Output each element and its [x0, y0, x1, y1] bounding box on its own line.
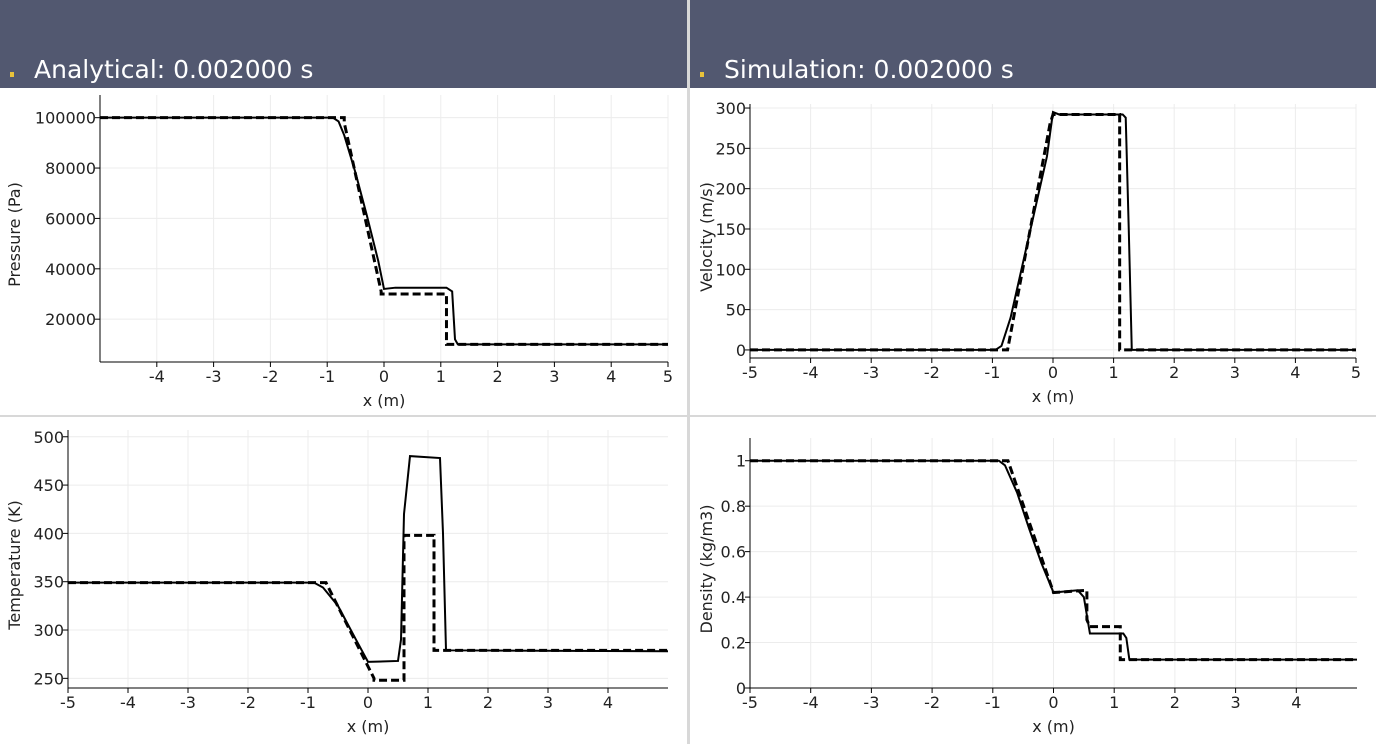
x-tick-label: -5 [742, 693, 758, 712]
y-tick-label: 0.2 [721, 634, 746, 653]
y-tick-label: 500 [33, 428, 64, 447]
x-tick-label: -1 [300, 693, 316, 712]
x-tick-label: 4 [603, 693, 613, 712]
x-tick-label: 2 [1170, 693, 1180, 712]
x-tick-label: 3 [1231, 693, 1241, 712]
view-title: Simulation: 0.002000 s [724, 55, 1014, 84]
view-icon [10, 72, 14, 77]
x-tick-label: -2 [262, 367, 278, 386]
y-axis-label: Density (kg/m3) [697, 505, 716, 634]
y-tick-label: 250 [715, 139, 746, 158]
divider [687, 0, 690, 744]
x-tick-label: -1 [985, 693, 1001, 712]
y-tick-label: 200 [715, 180, 746, 199]
data-line [68, 455, 669, 663]
y-tick-label: 0.8 [721, 497, 746, 516]
y-tick-label: 100 [715, 260, 746, 279]
x-tick-label: -3 [863, 363, 879, 382]
x-tick-label: -1 [984, 363, 1000, 382]
x-tick-label: -3 [863, 693, 879, 712]
x-tick-label: 3 [1230, 363, 1240, 382]
data-line [750, 112, 1356, 352]
x-tick-label: 1 [1109, 693, 1119, 712]
view-title: Analytical: 0.002000 s [34, 55, 314, 84]
x-axis-label: x (m) [347, 717, 390, 736]
y-tick-label: 20000 [45, 310, 96, 329]
x-tick-label: 1 [1109, 363, 1119, 382]
x-tick-label: 5 [663, 367, 673, 386]
y-axis-label: Velocity (m/s) [697, 182, 716, 292]
x-tick-label: 4 [1291, 693, 1301, 712]
y-tick-label: 250 [33, 669, 64, 688]
y-tick-label: 60000 [45, 209, 96, 228]
y-tick-label: 0 [736, 341, 746, 360]
y-tick-label: 0.4 [721, 588, 746, 607]
y-axis-label: Pressure (Pa) [5, 182, 24, 287]
x-tick-label: 2 [483, 693, 493, 712]
data-line [750, 110, 1356, 351]
data-line [68, 533, 668, 682]
y-tick-label: 450 [33, 476, 64, 495]
view-icon [700, 72, 704, 77]
y-tick-label: 80000 [45, 159, 96, 178]
x-tick-label: 0 [1048, 693, 1058, 712]
x-tick-label: -2 [924, 363, 940, 382]
x-tick-label: -4 [803, 363, 819, 382]
y-tick-label: 40000 [45, 260, 96, 279]
y-tick-label: 400 [33, 524, 64, 543]
view-header: Analytical: 0.002000 s [0, 0, 687, 88]
x-tick-label: -1 [319, 367, 335, 386]
x-tick-label: 3 [549, 367, 559, 386]
x-tick-label: -2 [924, 693, 940, 712]
x-tick-label: 4 [1290, 363, 1300, 382]
y-tick-label: 300 [33, 621, 64, 640]
x-tick-label: 5 [1351, 363, 1361, 382]
y-tick-label: 350 [33, 573, 64, 592]
x-tick-label: 4 [606, 367, 616, 386]
x-axis-label: x (m) [1032, 387, 1075, 406]
y-tick-label: 150 [715, 220, 746, 239]
x-tick-label: 2 [1169, 363, 1179, 382]
y-tick-label: 50 [726, 301, 746, 320]
x-tick-label: -5 [60, 693, 76, 712]
x-axis-label: x (m) [1032, 717, 1075, 736]
x-tick-label: 1 [423, 693, 433, 712]
x-tick-label: -4 [149, 367, 165, 386]
data-line [100, 116, 668, 346]
y-axis-label: Temperature (K) [5, 500, 24, 630]
x-tick-label: 2 [493, 367, 503, 386]
x-tick-label: -4 [120, 693, 136, 712]
x-axis-label: x (m) [363, 391, 406, 410]
y-tick-label: 300 [715, 99, 746, 118]
x-tick-label: -3 [206, 367, 222, 386]
x-tick-label: 1 [436, 367, 446, 386]
data-line [100, 116, 668, 346]
x-tick-label: 0 [379, 367, 389, 386]
view-header: Simulation: 0.002000 s [690, 0, 1376, 88]
x-tick-label: 0 [1048, 363, 1058, 382]
divider [0, 415, 1376, 417]
x-tick-label: -2 [240, 693, 256, 712]
data-line [750, 459, 1357, 662]
y-tick-label: 100000 [35, 109, 96, 128]
x-tick-label: -4 [803, 693, 819, 712]
x-tick-label: -5 [742, 363, 758, 382]
x-tick-label: 3 [543, 693, 553, 712]
y-tick-label: 0.6 [721, 543, 746, 562]
y-tick-label: 0 [736, 679, 746, 698]
y-tick-label: 1 [736, 452, 746, 471]
x-tick-label: -3 [180, 693, 196, 712]
x-tick-label: 0 [363, 693, 373, 712]
